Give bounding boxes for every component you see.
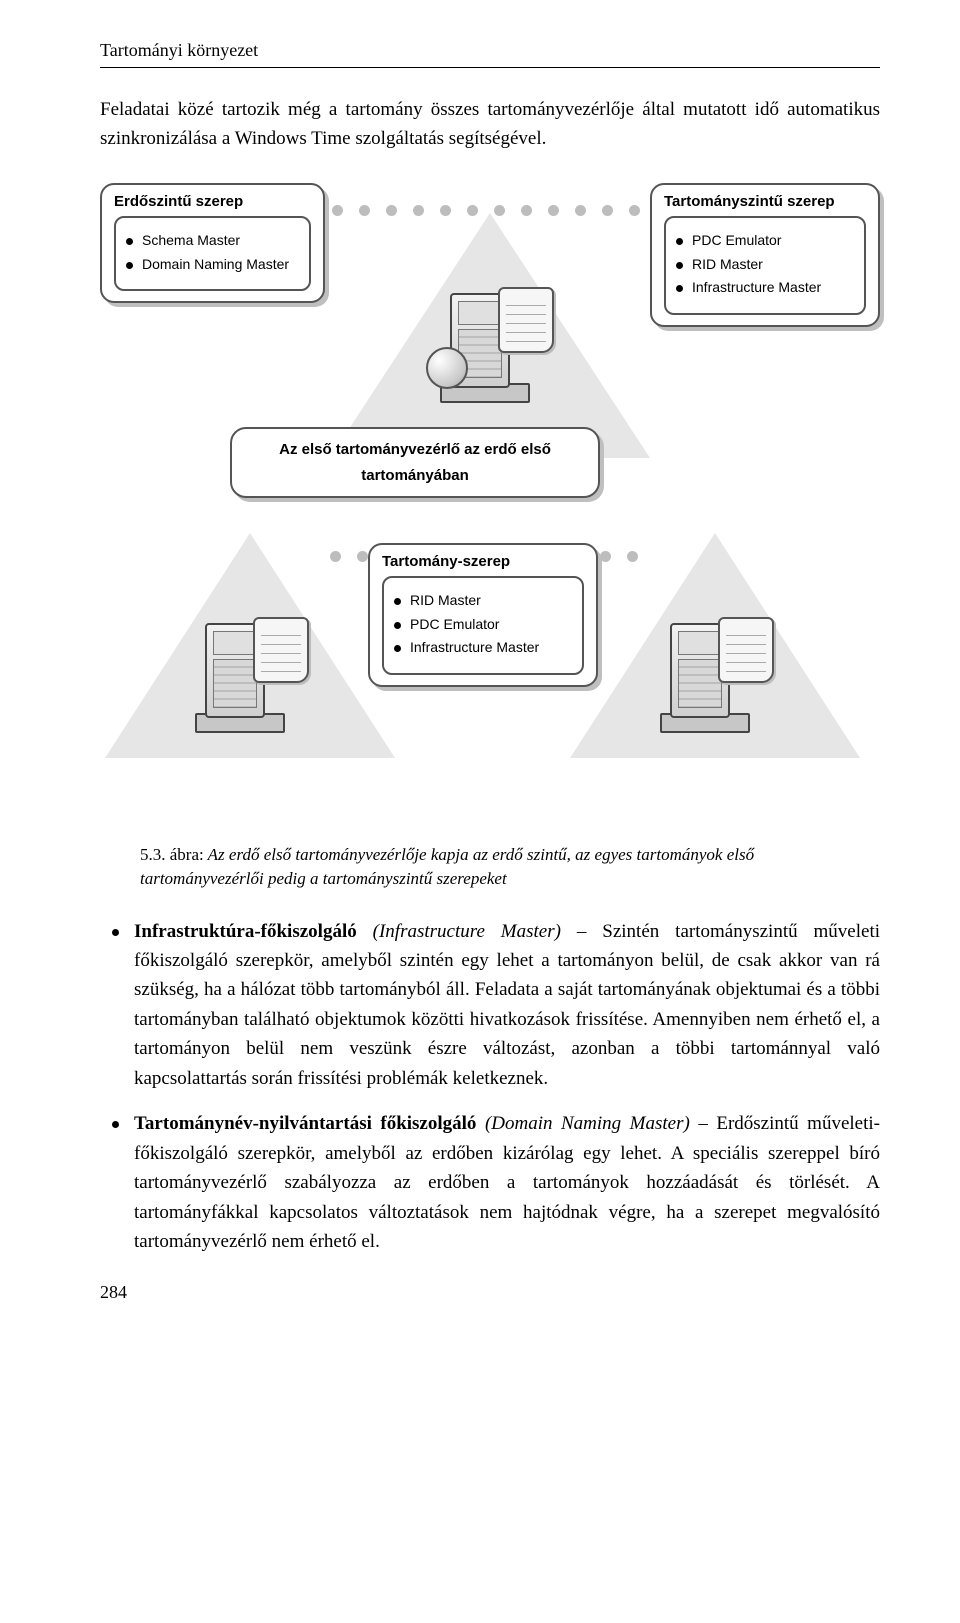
- term-italic: (Infrastructure Master): [357, 921, 561, 942]
- forest-role-box: Erdőszintű szerep Schema Master Domain N…: [100, 183, 325, 303]
- intro-paragraph: Feladatai közé tartozik még a tartomány …: [100, 96, 880, 153]
- role-item: Domain Naming Master: [126, 256, 299, 274]
- term-italic: (Domain Naming Master): [476, 1113, 689, 1134]
- role-item: RID Master: [394, 592, 572, 610]
- term-bold: Infrastruktúra-főkiszolgáló: [134, 921, 357, 942]
- body-bullet: Infrastruktúra-főkiszolgáló (Infrastruct…: [100, 917, 880, 1094]
- caption-lead: 5.3. ábra:: [140, 845, 204, 864]
- role-item: Schema Master: [126, 232, 299, 250]
- page-number: 284: [100, 1282, 880, 1303]
- role-item: RID Master: [676, 256, 854, 274]
- role-item: Infrastructure Master: [676, 279, 854, 297]
- term-bold: Tartománynév-nyilvántartási főkiszolgáló: [134, 1113, 476, 1134]
- domain-role-title: Tartományszintű szerep: [664, 193, 866, 210]
- role-item: Infrastructure Master: [394, 639, 572, 657]
- running-head: Tartományi környezet: [100, 40, 880, 68]
- domain-role-box: Tartományszintű szerep PDC Emulator RID …: [650, 183, 880, 327]
- fsmo-roles-diagram: Erdőszintű szerep Schema Master Domain N…: [100, 183, 880, 823]
- domain-role-lower-title: Tartomány-szerep: [382, 553, 584, 570]
- dots-top: [332, 205, 640, 216]
- server-icon-left: [195, 623, 285, 733]
- forest-role-title: Erdőszintű szerep: [114, 193, 311, 210]
- domain-role-box-lower: Tartomány-szerep RID Master PDC Emulator…: [368, 543, 598, 687]
- caption-text: Az erdő első tartományvezérlője kapja az…: [140, 845, 754, 888]
- first-dc-banner: Az első tartományvezérlő az erdő első ta…: [230, 427, 600, 498]
- banner-line: Az első tartományvezérlő az erdő első: [250, 437, 580, 463]
- banner-line: tartományában: [250, 463, 580, 489]
- role-item: PDC Emulator: [676, 232, 854, 250]
- body-bullet: Tartománynév-nyilvántartási főkiszolgáló…: [100, 1109, 880, 1256]
- figure-caption: 5.3. ábra: Az erdő első tartományvezérlő…: [140, 843, 840, 891]
- server-icon-forest: [440, 293, 530, 403]
- role-item: PDC Emulator: [394, 616, 572, 634]
- body-bullet-list: Infrastruktúra-főkiszolgáló (Infrastruct…: [100, 917, 880, 1257]
- term-text: – Szintén tartományszintű műveleti főkis…: [134, 921, 880, 1089]
- server-icon-right: [660, 623, 750, 733]
